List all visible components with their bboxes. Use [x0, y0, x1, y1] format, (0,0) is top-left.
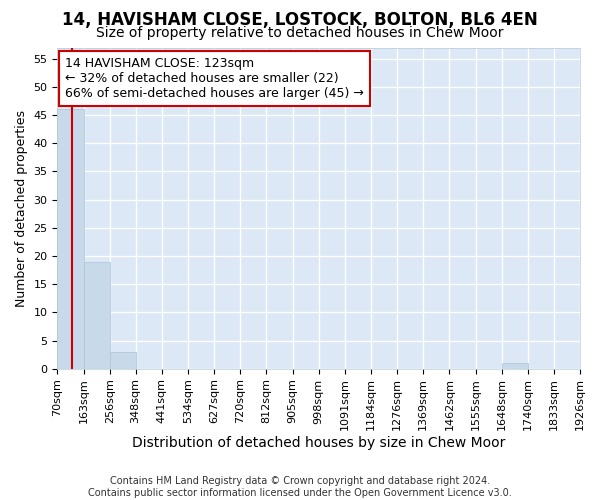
Bar	[58, 110, 83, 368]
X-axis label: Distribution of detached houses by size in Chew Moor: Distribution of detached houses by size …	[132, 436, 505, 450]
Bar	[83, 262, 110, 368]
Bar	[502, 363, 527, 368]
Text: 14, HAVISHAM CLOSE, LOSTOCK, BOLTON, BL6 4EN: 14, HAVISHAM CLOSE, LOSTOCK, BOLTON, BL6…	[62, 11, 538, 29]
Text: 14 HAVISHAM CLOSE: 123sqm
← 32% of detached houses are smaller (22)
66% of semi-: 14 HAVISHAM CLOSE: 123sqm ← 32% of detac…	[65, 57, 364, 100]
Y-axis label: Number of detached properties: Number of detached properties	[15, 110, 28, 306]
Text: Contains HM Land Registry data © Crown copyright and database right 2024.
Contai: Contains HM Land Registry data © Crown c…	[88, 476, 512, 498]
Bar	[110, 352, 136, 368]
Text: Size of property relative to detached houses in Chew Moor: Size of property relative to detached ho…	[96, 26, 504, 40]
